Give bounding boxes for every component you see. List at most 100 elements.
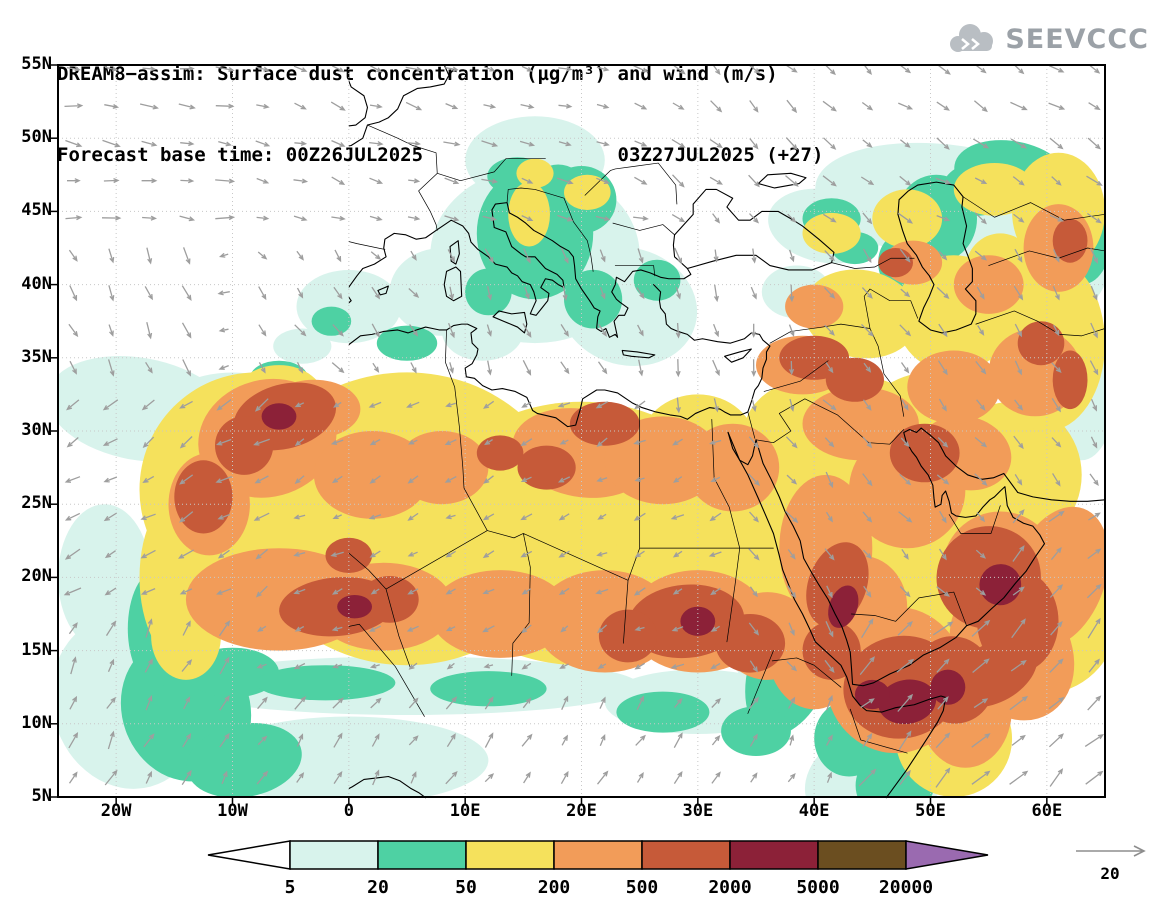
coastline-gulf-of-guinea: [308, 777, 425, 798]
coastline-caspian-sea: [898, 182, 976, 333]
lat-tick-label: 55N: [21, 54, 52, 74]
wind-arrow: [294, 324, 307, 337]
wind-arrow: [215, 178, 236, 184]
wind-arrow: [710, 625, 720, 632]
wind-arrow: [785, 510, 799, 524]
wind-arrow: [107, 730, 115, 750]
wind-arrow: [217, 290, 230, 296]
wind-arrow: [483, 66, 496, 72]
wind-arrow: [141, 399, 155, 411]
wind-arrow: [369, 215, 383, 221]
wind-arrow: [1012, 509, 1025, 524]
wind-arrow: [597, 361, 608, 375]
wind-arrow: [710, 662, 721, 670]
wind-arrow: [938, 323, 948, 338]
lat-tick-label: 40N: [21, 273, 52, 294]
dust-contour-region: [58, 504, 151, 651]
wind-arrow: [447, 322, 455, 339]
wind-arrow: [369, 103, 383, 109]
wind-arrow: [521, 177, 534, 184]
wind-arrow: [1090, 436, 1098, 449]
wind-arrow: [445, 66, 459, 72]
dust-contour-region: [878, 679, 937, 725]
wind-arrow: [293, 215, 308, 222]
wind-arrow: [446, 733, 456, 748]
wind-arrow: [408, 662, 418, 670]
wind-arrow: [787, 772, 796, 783]
wind-arrow: [595, 215, 611, 222]
wind-arrow: [331, 588, 343, 595]
wind-arrow: [215, 475, 233, 484]
wind-arrow: [449, 362, 454, 374]
dust-contour-region: [564, 174, 611, 210]
wind-arrow: [145, 694, 153, 711]
wind-arrow: [713, 249, 719, 263]
wind-arrow: [293, 588, 306, 595]
wind-arrow: [709, 176, 723, 185]
wind-arrow: [977, 325, 985, 336]
wind-arrow: [521, 401, 532, 408]
wind-arrow: [407, 215, 421, 221]
wind-arrow: [558, 66, 573, 72]
wind-arrow: [863, 362, 872, 373]
wind-arrow: [219, 695, 230, 711]
wind-arrow: [560, 770, 569, 785]
wind-arrow: [69, 360, 77, 375]
wind-arrow: [449, 286, 455, 301]
wind-arrow: [407, 588, 419, 595]
wind-arrow: [181, 659, 193, 672]
dust-contour-region: [953, 163, 1036, 216]
lat-tick-label: 15N: [21, 639, 52, 660]
colorbar-segment: [465, 840, 555, 870]
wind-arrow: [215, 438, 232, 446]
wind-arrow: [1010, 138, 1027, 149]
wind-arrow: [595, 401, 609, 409]
wind-arrow: [637, 324, 644, 337]
wind-arrow: [445, 626, 456, 632]
wind-arrow: [1089, 473, 1099, 486]
wind-arrow: [634, 550, 645, 558]
wind-arrow: [256, 103, 270, 109]
wind-arrow: [215, 66, 235, 73]
wind-arrow: [68, 249, 78, 262]
lon-tick-label: 30E: [682, 801, 714, 821]
colorbar-segment: [729, 840, 819, 870]
wind-arrow: [521, 624, 532, 634]
wind-arrow: [1049, 768, 1064, 787]
island-sardinia: [444, 267, 461, 301]
wind-arrow: [1052, 285, 1060, 301]
wind-arrow: [178, 549, 195, 559]
wind-arrow: [65, 215, 83, 221]
dust-contour-region: [508, 182, 550, 247]
wind-arrow: [974, 250, 988, 261]
wind-arrow: [596, 477, 608, 482]
wind-arrow: [141, 178, 158, 184]
lat-tick-label: 45N: [21, 200, 52, 221]
dust-contour-region: [261, 403, 297, 430]
wind-arrow: [936, 101, 950, 111]
wind-arrow: [1090, 248, 1098, 264]
wind-arrow: [749, 511, 759, 523]
wind-arrow: [296, 362, 304, 374]
dust-contour-region: [337, 595, 372, 619]
wind-arrow: [748, 174, 760, 188]
wind-arrow: [103, 476, 118, 483]
wind-arrow: [146, 322, 153, 340]
wind-arrow: [558, 141, 572, 147]
colorbar-segment: [553, 840, 643, 870]
wind-arrow: [634, 626, 645, 632]
dust-contour-region: [273, 328, 332, 364]
wind-arrow: [558, 513, 570, 521]
wind-arrow: [973, 100, 988, 113]
lon-tick-label: 10W: [217, 801, 248, 821]
wind-arrow: [824, 437, 835, 448]
wind-arrow: [104, 550, 116, 559]
dust-contour-region: [430, 671, 547, 707]
wind-arrow: [1048, 510, 1065, 523]
wind-arrow: [937, 360, 948, 376]
colorbar-label: 20: [367, 877, 389, 898]
wind-arrow: [68, 732, 79, 749]
wind-arrow: [522, 360, 532, 376]
wind-arrow: [104, 66, 119, 72]
wind-arrow: [215, 103, 235, 109]
